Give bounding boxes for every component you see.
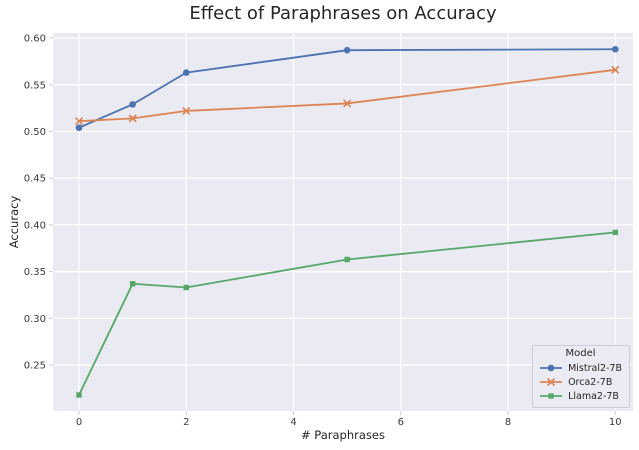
series-marker-llama2-7b: [76, 392, 82, 398]
series-marker-mistral2-7b: [612, 45, 619, 53]
legend-item-llama2-7b: Llama2-7B: [539, 389, 622, 403]
x-tick-label: 0: [76, 417, 82, 428]
legend-title: Model: [565, 348, 596, 359]
legend-swatch-x-icon: [547, 378, 555, 386]
series-marker-orca2-7b: [611, 65, 620, 74]
legend-items: Mistral2-7B Orca2-7B Llama2-7B: [539, 361, 622, 403]
series-marker-llama2-7b: [612, 229, 619, 236]
legend-swatch-mistral2-7b: [540, 364, 563, 372]
legend-swatch-square-icon: [548, 393, 554, 399]
y-tick-label: 0.25: [24, 361, 46, 372]
legend: Model Mistral2-7B Orca2-7B Llama2-7B: [532, 345, 630, 408]
x-tick-label: 2: [183, 417, 189, 428]
series-marker-mistral2-7b: [75, 124, 83, 132]
series-marker-orca2-7b: [128, 114, 137, 123]
legend-item-mistral2-7b: Mistral2-7B: [539, 361, 622, 375]
y-tick-label: 0.30: [24, 314, 46, 325]
y-tick-label: 0.35: [24, 267, 46, 278]
x-axis-label: # Paraphrases: [301, 428, 385, 442]
series-marker-orca2-7b: [182, 107, 191, 115]
series-marker-llama2-7b: [183, 284, 189, 291]
x-tick-label: 6: [398, 417, 404, 428]
y-tick-label: 0.55: [24, 80, 46, 91]
y-tick-label: 0.45: [24, 174, 46, 185]
legend-item-orca2-7b: Orca2-7B: [539, 375, 622, 389]
series-marker-llama2-7b: [129, 281, 136, 287]
x-tick-label: 8: [505, 417, 511, 428]
x-tick-label: 10: [609, 417, 622, 428]
legend-item-label: Orca2-7B: [568, 376, 613, 388]
y-axis-label: Accuracy: [7, 195, 21, 249]
y-tick-label: 0.50: [24, 127, 46, 138]
series-marker-mistral2-7b: [182, 69, 190, 76]
legend-swatch-circle-icon: [547, 364, 555, 372]
legend-item-label: Mistral2-7B: [568, 362, 622, 374]
series-marker-orca2-7b: [343, 99, 352, 108]
series-marker-orca2-7b: [75, 117, 83, 126]
series-marker-llama2-7b: [344, 256, 350, 263]
legend-item-label: Llama2-7B: [568, 390, 619, 402]
series-marker-mistral2-7b: [129, 101, 136, 108]
y-tick-label: 0.60: [24, 34, 46, 45]
x-tick-label: 4: [290, 417, 296, 428]
legend-swatch-llama2-7b: [540, 393, 563, 399]
y-tick-label: 0.40: [24, 220, 46, 231]
chart-title: Effect of Paraphrases on Accuracy: [189, 3, 497, 24]
series-marker-mistral2-7b: [343, 46, 351, 54]
legend-swatch-orca2-7b: [540, 378, 563, 386]
